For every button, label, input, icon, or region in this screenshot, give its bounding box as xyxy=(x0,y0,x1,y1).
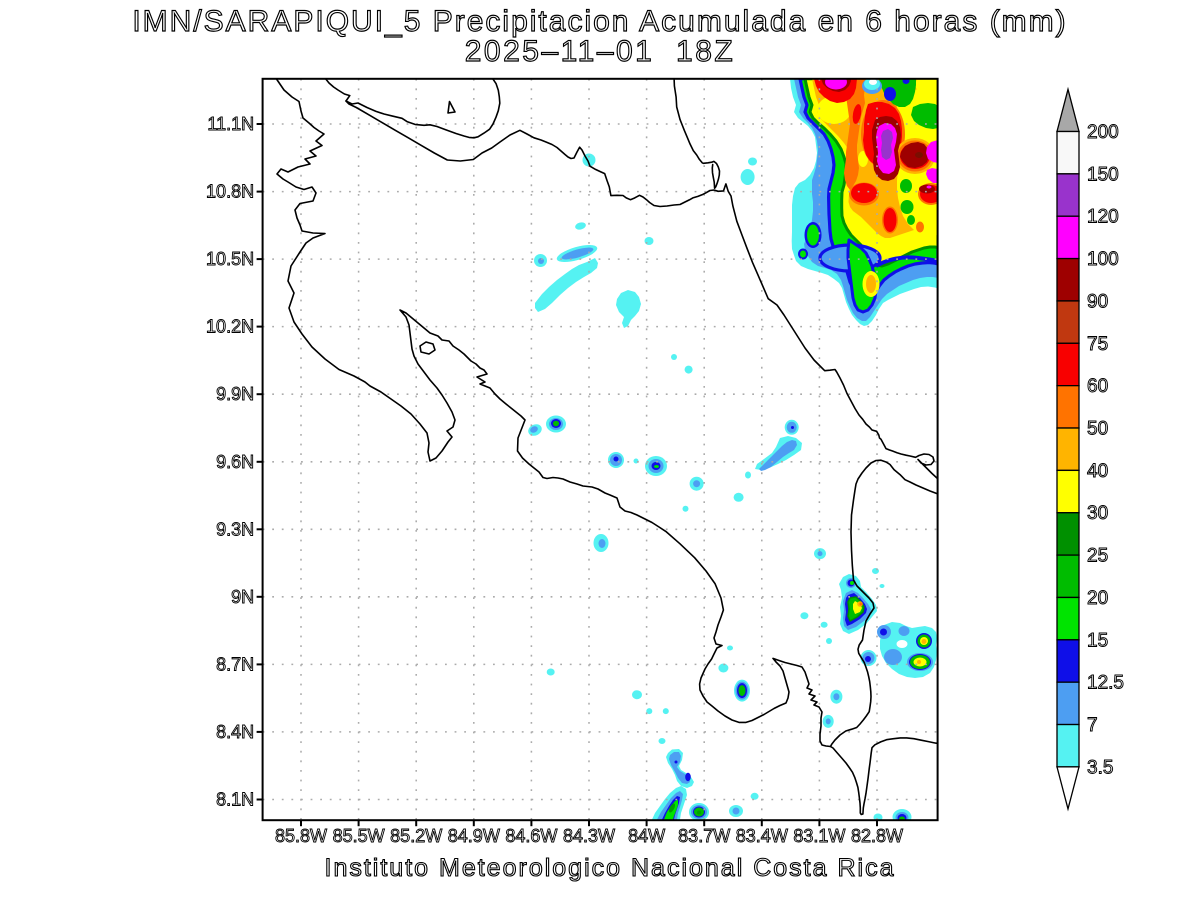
svg-text:9.6N: 9.6N xyxy=(216,452,254,472)
svg-text:84.9W: 84.9W xyxy=(448,826,500,846)
svg-text:15: 15 xyxy=(1087,630,1108,651)
svg-text:20: 20 xyxy=(1087,588,1108,609)
svg-text:8.7N: 8.7N xyxy=(216,654,254,674)
svg-text:40: 40 xyxy=(1087,461,1108,482)
svg-text:83.1W: 83.1W xyxy=(793,826,845,846)
svg-text:83.4W: 83.4W xyxy=(736,826,788,846)
svg-text:120: 120 xyxy=(1087,207,1119,228)
svg-text:90: 90 xyxy=(1087,291,1108,312)
svg-text:12.5: 12.5 xyxy=(1087,673,1124,694)
svg-text:150: 150 xyxy=(1087,164,1119,185)
svg-text:50: 50 xyxy=(1087,419,1108,440)
svg-text:2025–11–01 18Z: 2025–11–01 18Z xyxy=(465,35,735,68)
svg-text:85.5W: 85.5W xyxy=(333,826,385,846)
svg-text:25: 25 xyxy=(1087,546,1108,567)
svg-text:30: 30 xyxy=(1087,503,1108,524)
svg-text:75: 75 xyxy=(1087,334,1108,355)
svg-text:9N: 9N xyxy=(231,587,254,607)
svg-text:10.5N: 10.5N xyxy=(206,249,254,269)
svg-text:IMN/SARAPIQUI_5 Precipitacion: IMN/SARAPIQUI_5 Precipitacion Acumulada … xyxy=(132,5,1067,38)
svg-text:3.5: 3.5 xyxy=(1087,757,1113,778)
svg-text:8.4N: 8.4N xyxy=(216,722,254,742)
svg-text:10.8N: 10.8N xyxy=(206,182,254,202)
svg-text:100: 100 xyxy=(1087,249,1119,270)
svg-text:84W: 84W xyxy=(628,826,665,846)
svg-text:9.9N: 9.9N xyxy=(216,384,254,404)
svg-text:85.2W: 85.2W xyxy=(390,826,442,846)
svg-text:9.3N: 9.3N xyxy=(216,519,254,539)
svg-text:82.8W: 82.8W xyxy=(851,826,903,846)
svg-text:83.7W: 83.7W xyxy=(678,826,730,846)
svg-text:11.1N: 11.1N xyxy=(207,114,254,134)
svg-text:Instituto Meteorologico Nacion: Instituto Meteorologico Nacional Costa R… xyxy=(325,854,896,882)
svg-text:8.1N: 8.1N xyxy=(216,790,254,810)
svg-text:7: 7 xyxy=(1087,715,1098,736)
svg-text:200: 200 xyxy=(1087,122,1119,143)
svg-text:60: 60 xyxy=(1087,376,1108,397)
svg-text:84.6W: 84.6W xyxy=(505,826,557,846)
svg-text:85.8W: 85.8W xyxy=(275,826,327,846)
svg-text:84.3W: 84.3W xyxy=(563,826,615,846)
svg-text:10.2N: 10.2N xyxy=(206,317,254,337)
